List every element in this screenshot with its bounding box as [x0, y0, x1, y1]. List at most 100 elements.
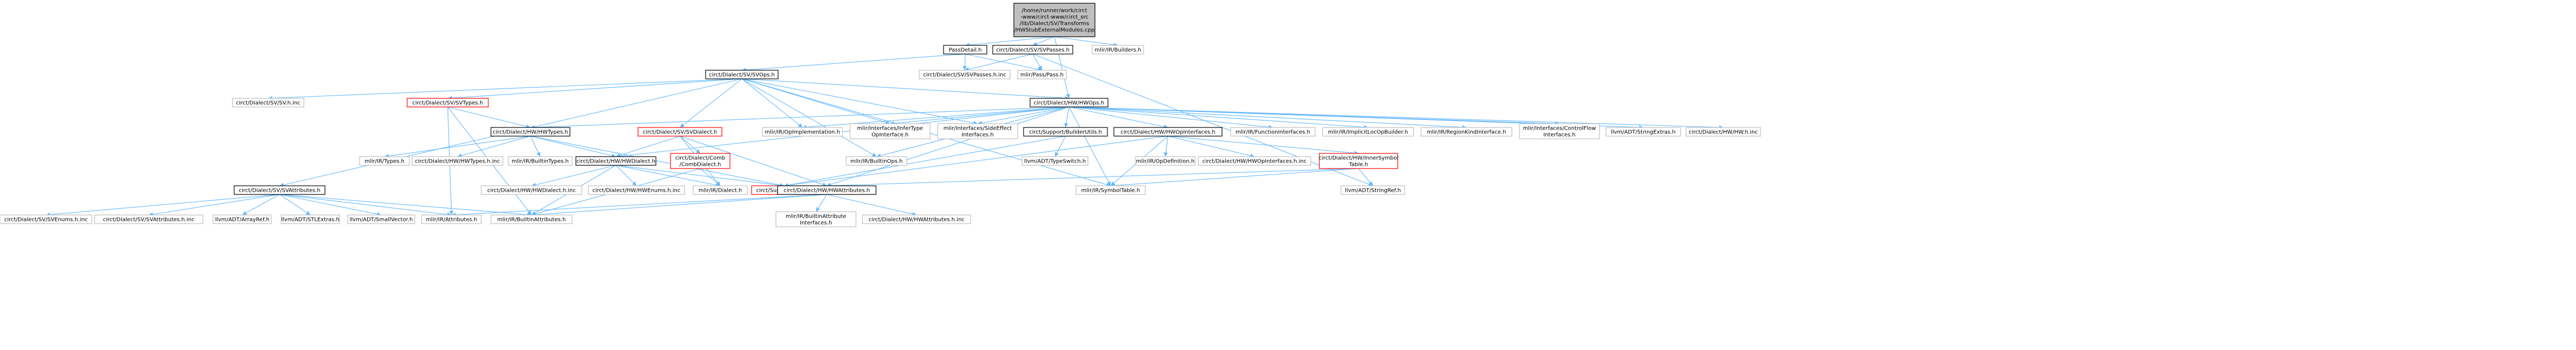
edge-hwops-to-regionkind: [1068, 106, 1467, 130]
node-label-hwtypes: circt/Dialect/HW/HWTypes.h: [493, 130, 568, 136]
node-box-arrayref: [213, 214, 272, 224]
node-builderutils[interactable]: circt/Support/BuilderUtils.h: [1023, 127, 1108, 137]
node-box-hwenumsinc: [588, 185, 685, 195]
node-label-svattributesinc: circt/Dialect/SV/SVAttributes.h.inc: [103, 217, 194, 223]
node-label-svattributes: circt/Dialect/SV/SVAttributes.h: [238, 188, 320, 194]
edge-svattributes-to-svenumsinc: [45, 194, 280, 217]
edge-svpasses-to-stringref: [1032, 53, 1373, 186]
node-label-sideeffect-line-1: Interfaces.h: [961, 132, 994, 138]
node-irtypes: mlir/IR/Types.h: [359, 156, 410, 166]
edge-svtypes-to-hwtypes: [447, 106, 531, 129]
node-box-hwattributesinc: [862, 214, 971, 224]
node-irattributes: mlir/IR/Attributes.h: [421, 214, 482, 224]
node-svtypes[interactable]: circt/Dialect/SV/SVTypes.h: [407, 98, 489, 107]
node-box-builders: [1092, 45, 1144, 55]
node-stringextras: llvm/ADT/StringExtras.h: [1605, 127, 1681, 137]
node-root: /home/runner/work/circt-www/circt-www/ci…: [1013, 3, 1096, 37]
node-svattributesinc: circt/Dialect/SV/SVAttributes.h.inc: [94, 214, 203, 224]
node-label-combdialect-line-1: /CombDialect.h: [679, 162, 721, 168]
node-label-svinc: circt/Dialect/SV/SV.h.inc: [236, 100, 300, 106]
edge-svops-to-infertype: [741, 78, 891, 125]
edge-svops-to-hwops: [741, 78, 1070, 100]
node-hwtypes[interactable]: circt/Dialect/HW/HWTypes.h: [490, 127, 570, 137]
node-box-hwtypes: [490, 127, 570, 137]
node-hwdialectinc: circt/Dialect/HW/HWDialect.h.inc: [481, 185, 582, 195]
node-svops[interactable]: circt/Dialect/SV/SVOps.h: [705, 70, 779, 79]
node-label-builtinattrinterfaces-line-0: mlir/IR/BuiltinAttribute: [786, 214, 846, 220]
node-box-svattributes: [234, 185, 326, 195]
edge-hwtypes-to-hwdialect: [530, 136, 616, 158]
node-arrayref: llvm/ADT/ArrayRef.h: [213, 214, 272, 224]
node-svpasses[interactable]: circt/Dialect/SV/SVPasses.h: [992, 45, 1073, 55]
node-label-root-line-2: /lib/Dialect/SV/Transforms: [1020, 21, 1089, 27]
node-label-opimpl: mlir/IR/OpImplementation.h: [765, 130, 840, 136]
node-passdetail[interactable]: PassDetail.h: [943, 45, 987, 55]
node-svdialect[interactable]: circt/Dialect/SV/SVDialect.h: [638, 127, 722, 137]
edge-svpasses-to-pass: [1032, 53, 1043, 71]
node-pass: mlir/Pass/Pass.h: [1017, 70, 1067, 79]
edge-svattributes-to-svattributesinc: [148, 194, 280, 217]
edge-hwops-to-hwopinterfaces: [1068, 106, 1169, 129]
edge-hwops-to-sideeffect: [977, 106, 1070, 125]
node-label-implicitloc: mlir/IR/ImplicitLocOpBuilder.h: [1328, 130, 1408, 136]
edge-innersymtable-to-symboltable: [1110, 168, 1359, 188]
node-hwopinterfaces[interactable]: circt/Dialect/HW/HWOpInterfaces.h: [1113, 127, 1223, 137]
node-hwattributes[interactable]: circt/Dialect/HW/HWAttributes.h: [777, 185, 877, 195]
node-svpassesinc: circt/Dialect/SV/SVPasses.h.inc: [919, 70, 1011, 79]
node-label-hwattributes: circt/Dialect/HW/HWAttributes.h: [784, 188, 870, 194]
edge-svattributes-to-irattributes: [279, 194, 452, 217]
node-box-builderutils: [1023, 127, 1108, 137]
edge-svattributes-to-builtinattributes: [279, 194, 532, 217]
edge-hwops-to-hwattributes: [826, 106, 1070, 187]
node-label-controlflow-line-0: mlir/Interfaces/ControlFlow: [1523, 126, 1596, 132]
node-box-svpasses: [992, 45, 1073, 55]
node-box-svpassesinc: [919, 70, 1011, 79]
edge-hwops-to-opimpl: [802, 106, 1070, 130]
node-label-svpasses: circt/Dialect/SV/SVPasses.h: [996, 48, 1070, 53]
node-box-sideeffect: [937, 123, 1018, 139]
node-opdefinition: mlir/IR/OpDefinition.h: [1135, 156, 1196, 166]
edge-hwtypes-to-builtintypes: [530, 136, 541, 157]
node-label-stringref: llvm/ADT/StringRef.h: [1345, 188, 1400, 194]
edge-hwops-to-funcinterfaces: [1068, 106, 1273, 130]
node-stringref: llvm/ADT/StringRef.h: [1340, 185, 1405, 195]
edge-hwops-to-implicitloc: [1068, 106, 1369, 130]
node-box-hwopinterfacesinc: [1198, 156, 1311, 166]
node-box-controlflow: [1519, 123, 1600, 139]
node-label-hwenumsinc: circt/Dialect/HW/HWEnums.h.inc: [593, 188, 681, 194]
edge-svattributes-to-stlextras: [279, 194, 311, 216]
node-label-typeswitch: llvm/ADT/TypeSwitch.h: [1024, 159, 1086, 165]
node-label-irtypes: mlir/IR/Types.h: [364, 159, 404, 165]
node-label-sideeffect-line-0: mlir/Interfaces/SideEffect: [944, 126, 1012, 132]
node-box-svops: [705, 70, 779, 79]
node-hwenumsinc: circt/Dialect/HW/HWEnums.h.inc: [588, 185, 685, 195]
edge-svdialect-to-combdialect: [680, 136, 701, 154]
node-label-hwdialect: circt/Dialect/HW/HWDialect.h: [576, 159, 655, 165]
node-regionkind: mlir/IR/RegionKindInterface.h: [1420, 127, 1512, 137]
node-box-irtypes: [359, 156, 410, 166]
node-box-root: [1013, 3, 1096, 37]
node-hwdialect[interactable]: circt/Dialect/HW/HWDialect.h: [575, 156, 656, 166]
node-label-builtinattrinterfaces-line-1: Interfaces.h: [800, 220, 832, 226]
node-label-hwops: circt/Dialect/HW/HWOps.h: [1034, 100, 1104, 106]
edge-combdialect-to-irdialect: [700, 168, 721, 186]
node-box-infertype: [849, 123, 931, 139]
node-box-opdefinition: [1135, 156, 1196, 166]
edge-hwattributes-to-builtinattributes: [531, 194, 827, 217]
node-box-stlextras: [281, 214, 340, 224]
edge-svops-to-opimpl: [741, 78, 803, 128]
node-svattributes[interactable]: circt/Dialect/SV/SVAttributes.h: [234, 185, 326, 195]
node-label-symboltable: mlir/IR/SymbolTable.h: [1081, 188, 1140, 194]
node-hwops[interactable]: circt/Dialect/HW/HWOps.h: [1030, 98, 1108, 107]
node-label-controlflow-line-1: Interfaces.h: [1543, 132, 1576, 138]
node-box-symboltable: [1075, 185, 1146, 195]
edge-hwops-to-hwinc: [1068, 106, 1724, 130]
node-label-arrayref: llvm/ADT/ArrayRef.h: [215, 217, 270, 223]
node-label-infertype-line-1: OpInterface.h: [872, 132, 909, 138]
edge-passdetail-to-pass: [965, 53, 1043, 72]
node-label-builtintypes: mlir/IR/BuiltinTypes.h: [512, 159, 569, 165]
node-box-smallvector: [347, 214, 415, 224]
node-combdialect[interactable]: circt/Dialect/Comb/CombDialect.h: [670, 153, 731, 169]
